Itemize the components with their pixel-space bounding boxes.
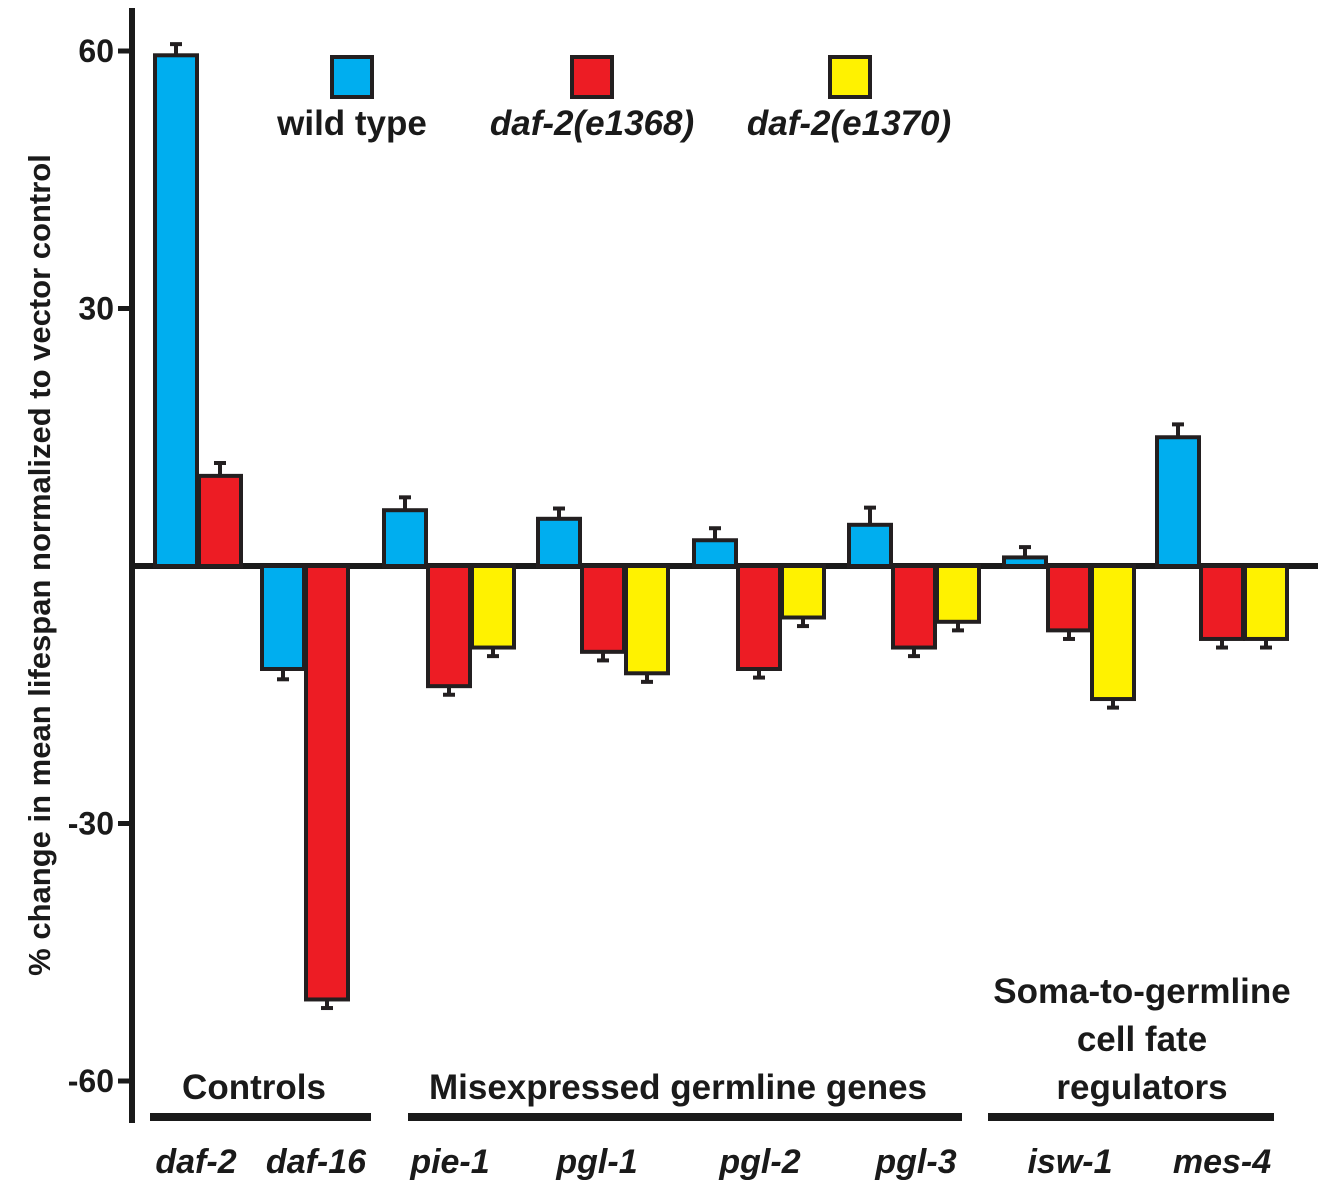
bar-pgl-3-0 xyxy=(847,522,893,568)
bar-isw-1-0 xyxy=(1002,555,1048,569)
group-label-2-line-1: cell fate xyxy=(1077,1020,1207,1059)
bar-pgl-3-1 xyxy=(891,564,937,650)
category-label-pgl-1: pgl-1 xyxy=(555,1143,637,1181)
legend-label-0: wild type xyxy=(276,104,427,143)
y-tick-label: -30 xyxy=(68,806,114,842)
bar-daf-2-1 xyxy=(197,473,243,568)
bar-daf-2-0 xyxy=(153,53,199,569)
bar-pgl-2-2 xyxy=(780,564,826,620)
category-label-pie-1: pie-1 xyxy=(409,1143,489,1181)
group-label-0-line-0: Controls xyxy=(182,1068,326,1107)
bar-pgl-1-0 xyxy=(536,516,582,569)
legend-label-2: daf-2(e1370) xyxy=(747,104,951,143)
bar-mes-4-0 xyxy=(1155,435,1201,568)
bar-pgl-1-1 xyxy=(580,564,626,654)
y-axis-label: % change in mean lifespan normalized to … xyxy=(22,154,57,976)
bar-pie-1-1 xyxy=(426,564,472,689)
category-label-daf-16: daf-16 xyxy=(266,1143,367,1181)
category-label-isw-1: isw-1 xyxy=(1027,1143,1112,1181)
y-tick-label: 30 xyxy=(78,291,114,327)
bar-pgl-1-2 xyxy=(624,564,670,676)
group-label-2-line-0: Soma-to-germline xyxy=(993,972,1291,1011)
category-label-pgl-3: pgl-3 xyxy=(874,1143,956,1181)
legend-swatch-1 xyxy=(570,55,614,99)
bar-mes-4-1 xyxy=(1199,564,1245,641)
labels: daf-2 daf-16 pie-1 pgl-1 pgl-2 pgl-3 isw-1 mes-… xyxy=(150,972,1291,1181)
bars xyxy=(153,42,1289,1011)
category-label-daf-2: daf-2 xyxy=(155,1143,236,1181)
bar-pgl-3-2 xyxy=(935,564,981,624)
bar-pie-1-0 xyxy=(382,508,428,569)
bar-isw-1-2 xyxy=(1090,564,1136,702)
y-tick-label: 60 xyxy=(78,33,114,69)
group-label-2-line-2: regulators xyxy=(1056,1068,1227,1107)
y-tick-label: -60 xyxy=(68,1063,114,1099)
bar-pie-1-2 xyxy=(470,564,516,650)
legend-label-1: daf-2(e1368) xyxy=(490,104,694,143)
group-label-1-line-0: Misexpressed germline genes xyxy=(429,1068,927,1107)
bar-isw-1-1 xyxy=(1046,564,1092,633)
bar-daf-16-1 xyxy=(304,564,350,1002)
bar-pgl-2-1 xyxy=(736,564,782,671)
category-label-pgl-2: pgl-2 xyxy=(718,1143,800,1181)
bar-pgl-2-0 xyxy=(692,538,738,568)
bar-daf-16-0 xyxy=(260,564,306,671)
legend-swatch-2 xyxy=(828,55,872,99)
legend-swatch-0 xyxy=(330,55,374,99)
legend: wild type daf-2(e1368) daf-2(e1370) xyxy=(276,55,951,143)
bar-mes-4-2 xyxy=(1243,564,1289,641)
category-label-mes-4: mes-4 xyxy=(1173,1143,1271,1181)
